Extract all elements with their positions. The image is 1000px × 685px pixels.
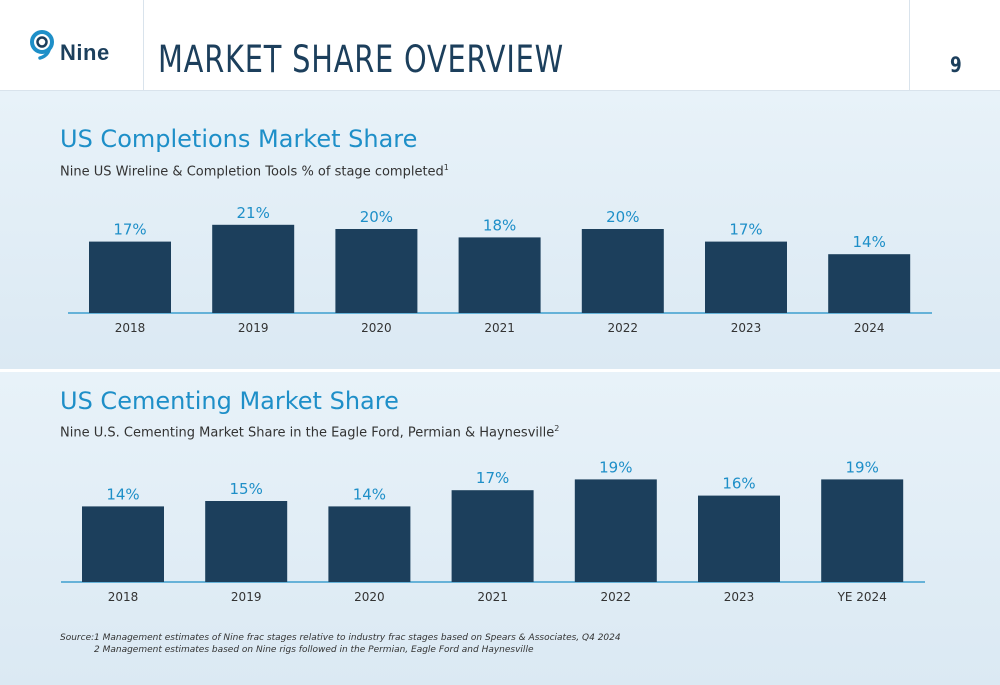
source-note-2: 2 Management estimates based on Nine rig… <box>94 645 534 655</box>
cementing-footnote-ref: 2 <box>554 424 560 433</box>
x-tick-label: 2021 <box>484 321 515 335</box>
x-tick-label: 2022 <box>608 321 639 335</box>
data-label: 16% <box>722 475 755 493</box>
x-tick-label: YE 2024 <box>837 590 887 604</box>
bar-ye-2024 <box>821 479 904 582</box>
x-tick-label: 2018 <box>108 590 139 604</box>
bar-2022 <box>574 479 657 582</box>
data-label: 19% <box>599 458 632 476</box>
source-notes: Source: 1 Management estimates of Nine f… <box>60 632 621 656</box>
data-label: 20% <box>606 208 639 226</box>
source-note-1: 1 Management estimates of Nine frac stag… <box>94 633 621 643</box>
completions-subtitle-text: Nine US Wireline & Completion Tools % of… <box>60 164 444 180</box>
x-tick-label: 2021 <box>477 590 508 604</box>
x-tick-label: 2023 <box>731 321 762 335</box>
source-label: Source: <box>60 633 95 643</box>
nine-logo-icon <box>30 30 54 60</box>
header-bar: Nine MARKET SHARE OVERVIEW 9 <box>0 0 1000 91</box>
data-label: 14% <box>853 233 886 251</box>
bar-2021 <box>451 490 534 582</box>
bar-2020 <box>335 229 418 313</box>
bar-2023 <box>698 495 780 582</box>
completions-title: US Completions Market Share <box>60 125 418 153</box>
completions-panel <box>0 91 1000 369</box>
bar-2021 <box>458 237 541 313</box>
data-label: 15% <box>230 480 263 498</box>
data-label: 17% <box>113 221 146 239</box>
page-number: 9 <box>950 53 962 77</box>
data-label: 17% <box>476 469 509 487</box>
bar-2019 <box>212 224 295 313</box>
bar-2022 <box>581 229 664 313</box>
cementing-subtitle: Nine U.S. Cementing Market Share in the … <box>60 424 559 440</box>
data-label: 19% <box>846 458 879 476</box>
x-tick-label: 2020 <box>354 590 385 604</box>
bar-2020 <box>328 506 411 582</box>
completions-footnote-ref: 1 <box>443 163 449 172</box>
x-tick-label: 2020 <box>361 321 392 335</box>
data-label: 14% <box>353 485 386 503</box>
logo: Nine <box>0 0 144 90</box>
x-tick-label: 2019 <box>231 590 262 604</box>
data-label: 20% <box>360 208 393 226</box>
data-label: 18% <box>483 216 516 234</box>
logo-text: Nine <box>60 40 110 65</box>
data-label: 14% <box>106 485 139 503</box>
data-label: 17% <box>729 221 762 239</box>
x-tick-label: 2022 <box>601 590 632 604</box>
bar-2023 <box>705 241 787 313</box>
x-tick-label: 2018 <box>115 321 146 335</box>
x-tick-label: 2019 <box>238 321 269 335</box>
data-label: 21% <box>237 204 270 222</box>
x-tick-label: 2024 <box>854 321 885 335</box>
completions-subtitle: Nine US Wireline & Completion Tools % of… <box>60 163 449 179</box>
page-title: MARKET SHARE OVERVIEW <box>158 38 564 81</box>
cementing-subtitle-text: Nine U.S. Cementing Market Share in the … <box>60 425 555 441</box>
bar-2018 <box>89 241 171 313</box>
page-number-box: 9 <box>909 0 1000 90</box>
cementing-title: US Cementing Market Share <box>60 387 399 415</box>
x-tick-label: 2023 <box>724 590 755 604</box>
bar-2019 <box>205 501 288 582</box>
cementing-bar-chart: 14% 2018 15% 2019 14% 2020 17% 2021 19% 2022 16% 20… <box>61 458 925 604</box>
completions-bar-chart: 17% 2018 21% 2019 20% 2020 18% 2021 20% 2022 17% 20… <box>68 204 932 335</box>
bar-2024 <box>828 254 911 313</box>
bar-2018 <box>82 506 164 582</box>
